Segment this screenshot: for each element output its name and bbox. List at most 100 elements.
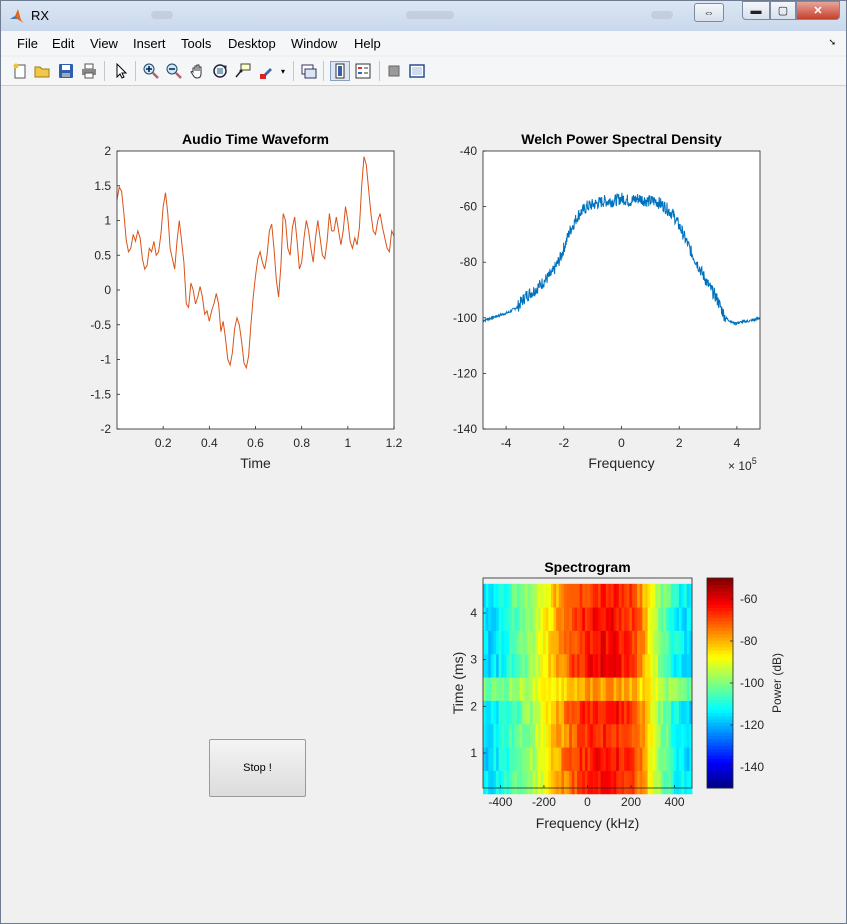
spectrogram-cell (595, 607, 599, 631)
save-icon[interactable] (56, 61, 76, 81)
colorbar-swatch (707, 784, 733, 789)
spectrogram-cell (611, 583, 615, 608)
spectrogram-cell (540, 770, 544, 795)
hide-plot-tools-icon[interactable] (384, 61, 404, 81)
spectrogram-cell (689, 653, 693, 678)
spectrogram-cell (655, 583, 659, 608)
spectrogram-cell (483, 583, 487, 608)
spectrogram-cell (569, 700, 573, 725)
menu-tools[interactable]: Tools (181, 36, 212, 51)
spectrogram-axes[interactable]: -400 -200 0 200 400 1 2 3 4 Spectrogram Frequenc… (450, 559, 693, 831)
spectrogram-cell (595, 770, 599, 795)
spectrogram-cell (592, 583, 596, 608)
rotate-3d-icon[interactable] (210, 61, 230, 81)
data-cursor-icon[interactable] (233, 61, 253, 81)
spectrogram-cell (647, 677, 651, 701)
spectrogram-cell (493, 700, 497, 725)
spectrogram-cell (540, 723, 544, 748)
waveform-title: Audio Time Waveform (182, 131, 329, 147)
menu-view[interactable]: View (90, 36, 118, 51)
menu-edit[interactable]: Edit (52, 36, 75, 51)
brush-dropdown-icon[interactable]: ▾ (280, 66, 285, 76)
spectrogram-cell (579, 677, 583, 701)
colorbar-swatch (707, 656, 733, 661)
spectrogram-cell (509, 653, 513, 678)
menu-window[interactable]: Window (291, 36, 338, 51)
legend-icon[interactable] (353, 61, 373, 81)
spectrogram-cell (611, 770, 615, 795)
spectrogram-cell (537, 583, 541, 608)
open-file-icon[interactable] (32, 61, 52, 81)
spectrogram-cell (600, 607, 604, 631)
pan-icon[interactable] (187, 61, 207, 81)
restore-window-size-button[interactable]: ⇔ (694, 3, 724, 22)
spectrogram-cell (522, 677, 526, 701)
spectrogram-colorbar[interactable]: -60 -80 -100 -120 -140 Power (dB) (706, 577, 784, 789)
spectrogram-cell (671, 723, 675, 748)
colorbar-swatch (707, 653, 733, 658)
brush-icon[interactable] (257, 61, 277, 81)
spectrogram-cell (671, 700, 675, 725)
spectrogram-cell (639, 677, 643, 701)
spectrogram-cell (592, 630, 596, 655)
psd-axes[interactable]: -4 -2 0 2 4 -140 -120 -100 -80 -60 -40 Welch Power… (453, 131, 761, 473)
maximize-button[interactable]: ▢ (770, 1, 796, 20)
spectrogram-cell (595, 700, 599, 725)
spectrogram-cell (652, 630, 656, 655)
spectrogram-cell (550, 653, 554, 678)
menubar-dock-arrow-icon[interactable]: ➘ (828, 37, 836, 47)
spectrogram-cell (673, 583, 677, 608)
print-icon[interactable] (79, 61, 99, 81)
colorbar-swatch (707, 620, 733, 625)
spectrogram-cell (681, 607, 685, 631)
spectrogram-cell (490, 700, 494, 725)
spectrogram-cell (530, 653, 534, 678)
spectrogram-cell (686, 630, 690, 655)
spectrogram-cell (629, 607, 633, 631)
show-plot-tools-icon[interactable] (407, 61, 427, 81)
spectrogram-cell (681, 770, 685, 795)
spectrogram-cell (501, 607, 505, 631)
spectrogram-cell (621, 700, 625, 725)
spectrogram-cell (485, 723, 489, 748)
spectrogram-cell (660, 630, 664, 655)
spectrogram-cell (642, 723, 646, 748)
menu-desktop[interactable]: Desktop (228, 36, 276, 51)
spectrogram-cell (574, 607, 578, 631)
minimize-button[interactable]: ▬ (742, 1, 770, 20)
colorbar-icon[interactable] (330, 61, 350, 81)
spectrogram-cell (618, 583, 622, 608)
spectrogram-cell (673, 677, 677, 701)
spectrogram-cell (644, 700, 648, 725)
spectrogram-cell (490, 630, 494, 655)
menu-insert[interactable]: Insert (133, 36, 166, 51)
spectrogram-cell (493, 677, 497, 701)
spectrogram-cell (600, 583, 604, 608)
spectrogram-cell (566, 723, 570, 748)
zoom-in-icon[interactable] (141, 61, 161, 81)
waveform-axes[interactable]: 0.2 0.4 0.6 0.8 1 1.2 -2 -1.5 -1 -0.5 0 0.5 1 1.5 2 Au… (90, 131, 402, 471)
close-button[interactable]: ✕ (796, 1, 840, 20)
stop-button[interactable]: Stop ! (209, 739, 306, 797)
zoom-out-icon[interactable] (164, 61, 184, 81)
menu-file[interactable]: File (17, 36, 38, 51)
spectrogram-cell (655, 677, 659, 701)
spectrogram-cell (563, 723, 567, 748)
pointer-icon[interactable] (111, 61, 131, 81)
matlab-logo-icon (9, 8, 25, 24)
spectrogram-cell (545, 583, 549, 608)
spectrogram-cell (537, 723, 541, 748)
spectrogram-cell (524, 770, 528, 795)
spectrogram-cell (621, 747, 625, 771)
new-figure-icon[interactable] (10, 61, 30, 81)
spectrogram-cell (663, 770, 667, 795)
spectrogram-cell (658, 747, 662, 771)
link-plot-icon[interactable] (299, 61, 319, 81)
spectrogram-cell (642, 630, 646, 655)
spectrogram-cell (647, 653, 651, 678)
spectrogram-cell (511, 700, 515, 725)
menu-help[interactable]: Help (354, 36, 381, 51)
spectrogram-cell (644, 677, 648, 701)
spectrogram-cell (618, 677, 622, 701)
spectrogram-cell (616, 700, 620, 725)
